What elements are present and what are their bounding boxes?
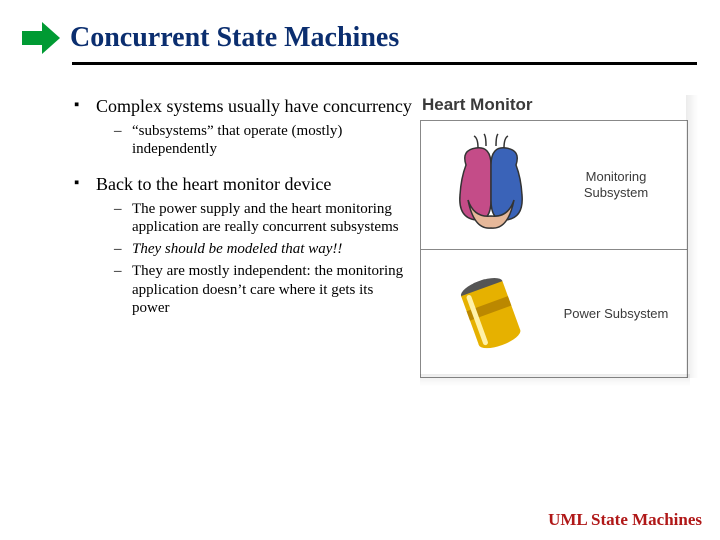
panel-label: Monitoring Subsystem	[561, 169, 671, 200]
heart-icon	[421, 125, 561, 245]
sub-text: “subsystems” that operate (mostly) indep…	[132, 123, 342, 158]
slide-title: Concurrent State Machines	[70, 23, 399, 54]
figure-panel: Monitoring Subsystem	[421, 121, 687, 249]
sub-text: They are mostly independent: the monitor…	[132, 263, 403, 317]
sub-list: “subsystems” that operate (mostly) indep…	[96, 122, 412, 160]
figure-panel: Power Subsystem	[421, 249, 687, 377]
list-item: Complex systems usually have concurrency…	[74, 95, 412, 159]
bullet-column: Complex systems usually have concurrency…	[74, 95, 412, 378]
slide: Concurrent State Machines Complex system…	[0, 0, 720, 540]
sub-list: The power supply and the heart monitorin…	[96, 200, 412, 319]
body: Complex systems usually have concurrency…	[18, 95, 702, 378]
bullet-list: Complex systems usually have concurrency…	[74, 95, 412, 318]
list-item: They are mostly independent: the monitor…	[96, 262, 412, 318]
bullet-text: Back to the heart monitor device	[96, 174, 331, 194]
figure-column: Heart Monitor	[420, 95, 700, 378]
sub-text: The power supply and the heart monitorin…	[132, 201, 399, 236]
list-item: The power supply and the heart monitorin…	[96, 200, 412, 238]
list-item: They should be modeled that way!!	[96, 240, 412, 259]
bullet-text: Complex systems usually have concurrency	[96, 96, 412, 116]
footer-text: UML State Machines	[548, 510, 702, 530]
sub-text: They should be modeled that way!!	[132, 241, 342, 257]
figure-title: Heart Monitor	[422, 95, 690, 115]
figure: Heart Monitor	[420, 95, 690, 378]
figure-box: Monitoring Subsystem	[420, 120, 688, 378]
panel-label: Power Subsystem	[561, 306, 671, 322]
title-underline	[72, 62, 697, 65]
arrow-right-icon	[18, 18, 64, 58]
battery-icon	[421, 254, 561, 374]
header: Concurrent State Machines	[18, 18, 702, 58]
list-item: Back to the heart monitor device The pow…	[74, 173, 412, 318]
list-item: “subsystems” that operate (mostly) indep…	[96, 122, 412, 160]
